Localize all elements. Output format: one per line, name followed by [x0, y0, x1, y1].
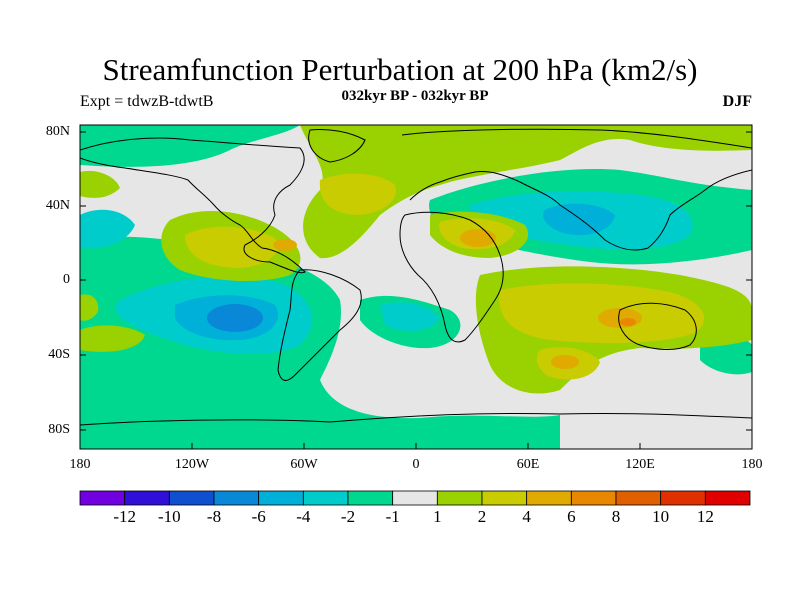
north-america-coastline	[80, 137, 306, 274]
plot-title: Streamfunction Perturbation at 200 hPa (…	[102, 52, 698, 87]
colorbar-box	[481, 490, 528, 506]
field-region	[80, 374, 150, 406]
lon-tick-label: 180	[69, 457, 91, 472]
africa-coastline	[399, 211, 504, 343]
colorbar-box	[570, 490, 617, 506]
experiment-label: Expt = tdwzB-tdwtB	[80, 93, 214, 110]
field-region	[80, 325, 145, 352]
lat-tick-label: 40N	[45, 198, 70, 213]
colorbar-label: 2	[477, 507, 487, 526]
colorbar-box	[168, 490, 215, 506]
colorbar-box	[615, 490, 662, 506]
field-region	[380, 302, 440, 331]
colorbar-label: -8	[206, 507, 222, 526]
australia-coastline	[618, 302, 697, 350]
field-region	[319, 173, 396, 215]
colorbar-box	[436, 490, 483, 506]
colorbar-label: 12	[696, 507, 714, 526]
field-region	[80, 294, 99, 321]
colorbar-label: 1	[433, 507, 442, 526]
lat-tick-label: 80S	[48, 422, 70, 437]
field-region	[80, 170, 120, 198]
colorbar-label: -2	[340, 507, 356, 526]
greenland-coastline	[308, 129, 366, 163]
colorbar-label: -12	[113, 507, 136, 526]
map-panel	[80, 125, 752, 449]
colorbar-box	[392, 490, 438, 506]
colorbar	[79, 490, 751, 506]
colorbar-box	[347, 490, 394, 506]
colorbar-box	[258, 490, 304, 506]
colorbar-box	[704, 490, 751, 506]
field-region	[273, 239, 297, 251]
colorbar-label: -6	[251, 507, 266, 526]
field-region	[207, 304, 263, 332]
field-region	[620, 318, 636, 326]
field-region	[80, 125, 300, 167]
lon-tick-label: 60E	[516, 457, 540, 472]
antarctica-coastline	[80, 412, 752, 426]
colorbar-box	[213, 490, 260, 506]
field-region	[460, 229, 496, 247]
season-label: DJF	[722, 93, 752, 110]
lat-tick-label: 0	[63, 272, 70, 287]
lon-tick-label: 120W	[174, 457, 210, 472]
colorbar-label: 8	[611, 507, 621, 526]
field-region	[543, 203, 615, 236]
colorbar-box	[302, 490, 349, 506]
colorbar-box	[79, 490, 126, 506]
colorbar-label: -4	[296, 507, 311, 526]
colorbar-label: -1	[385, 507, 400, 526]
colorbar-label: -10	[157, 507, 181, 526]
field-region	[80, 209, 135, 249]
lon-tick-label: 60W	[290, 457, 318, 472]
lon-tick-label: 0	[412, 457, 420, 472]
europe-asia-coastline	[401, 128, 752, 251]
colorbar-box	[660, 490, 706, 506]
south-america-coastline	[277, 269, 362, 381]
colorbar-label: 10	[652, 507, 670, 526]
colorbar-box	[124, 490, 170, 506]
axis-ticks	[79, 131, 753, 449]
plot-subtitle: 032kyr BP - 032kyr BP	[341, 88, 489, 104]
colorbar-box	[526, 490, 572, 506]
coastlines	[80, 128, 752, 426]
lat-tick-label: 40S	[48, 347, 70, 362]
lat-tick-label: 80N	[45, 124, 70, 139]
field-region	[300, 125, 752, 259]
field-region	[185, 226, 279, 268]
colorbar-label: 6	[567, 507, 576, 526]
lon-tick-label: 120E	[625, 457, 655, 472]
colorbar-label: 4	[522, 507, 531, 526]
field-region	[551, 355, 579, 369]
lon-tick-label: 180	[741, 457, 763, 472]
